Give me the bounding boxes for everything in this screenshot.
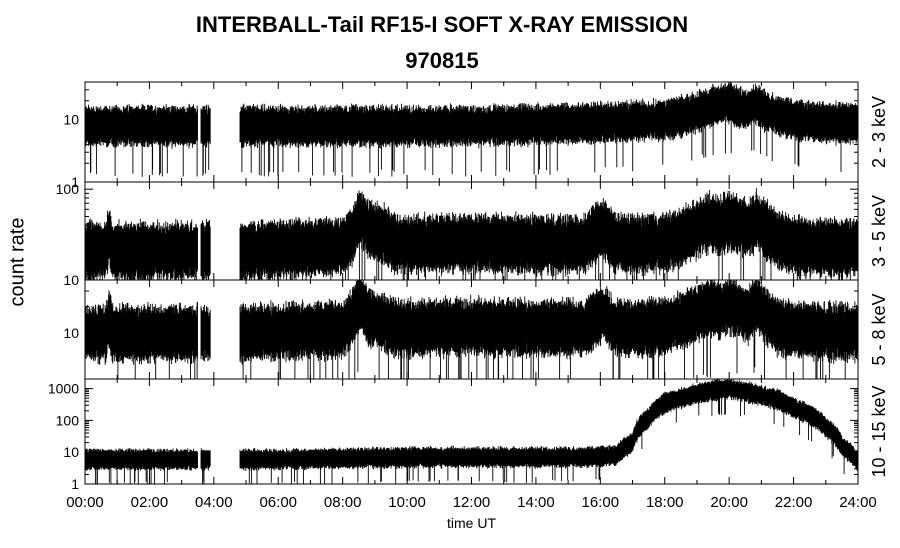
x-axis-label: time UT — [447, 515, 496, 531]
y-tick-label: 100 — [56, 412, 80, 428]
chart-subtitle: 970815 — [405, 48, 479, 73]
y-tick-label: 10 — [63, 325, 79, 341]
series-band-3 — [84, 280, 859, 379]
x-tick-label: 16:00 — [582, 494, 620, 511]
series-line-1 — [85, 101, 857, 127]
y-tick-label: 10 — [63, 272, 79, 288]
x-tick-label: 24:00 — [839, 494, 877, 511]
x-tick-label: 20:00 — [710, 494, 748, 511]
y-tick-label: 10 — [63, 112, 79, 128]
series-band-4 — [84, 379, 859, 484]
x-tick-label: 22:00 — [775, 494, 813, 511]
series-line-4 — [85, 387, 857, 460]
panel-label-3: 5 - 8 keV — [869, 293, 889, 365]
x-tick-label: 18:00 — [646, 494, 684, 511]
panel-label-4: 10 - 15 keV — [869, 385, 889, 477]
x-tick-label: 04:00 — [195, 494, 233, 511]
chart-title: INTERBALL-Tail RF15-I SOFT X-RAY EMISSIO… — [195, 12, 689, 37]
y-tick-label: 1000 — [48, 381, 79, 397]
x-tick-label: 10:00 — [388, 494, 426, 511]
y-tick-label: 1 — [71, 174, 79, 190]
series-line-3 — [85, 300, 857, 334]
x-tick-label: 12:00 — [453, 494, 491, 511]
x-tick-label: 14:00 — [517, 494, 555, 511]
panel-label-2: 3 - 5 keV — [869, 195, 889, 267]
x-tick-label: 00:00 — [66, 494, 104, 511]
x-tick-label: 02:00 — [131, 494, 169, 511]
series-line-2 — [85, 213, 857, 252]
x-tick-label: 06:00 — [259, 494, 297, 511]
series-band-2 — [84, 188, 859, 280]
panel-label-1: 2 - 3 keV — [869, 96, 889, 168]
y-tick-label: 1 — [71, 476, 79, 492]
series-band-1 — [84, 82, 859, 177]
y-tick-label: 100 — [56, 181, 80, 197]
x-tick-label: 08:00 — [324, 494, 362, 511]
y-tick-label: 10 — [63, 444, 79, 460]
